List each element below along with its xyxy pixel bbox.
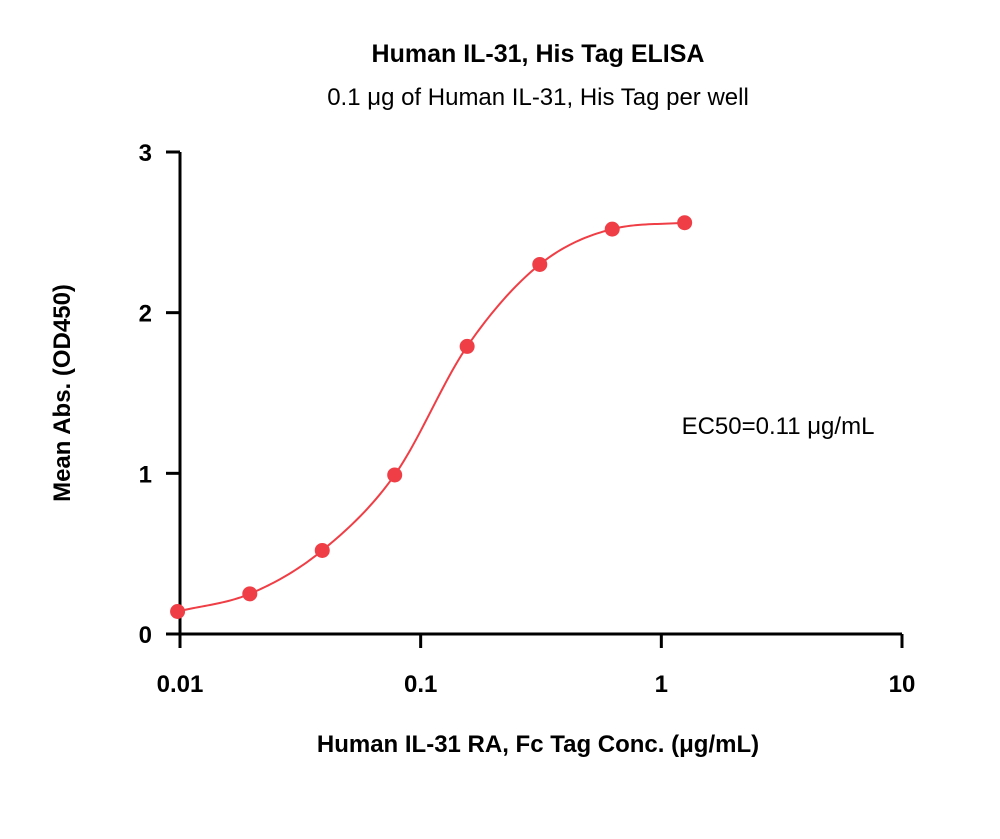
chart-subtitle: 0.1 μg of Human IL-31, His Tag per well — [327, 84, 749, 111]
y-axis-label: Mean Abs. (OD450) — [49, 284, 76, 502]
y-tick-label: 2 — [139, 301, 152, 328]
y-tick-label: 0 — [139, 622, 152, 649]
x-tick-label: 10 — [889, 671, 916, 698]
data-point — [387, 467, 403, 483]
x-tick-label: 0.01 — [157, 671, 204, 698]
y-tick-label: 1 — [139, 461, 152, 488]
x-tick-label: 0.1 — [404, 671, 437, 698]
data-point — [677, 215, 693, 231]
data-point — [242, 586, 258, 602]
y-tick-label: 3 — [139, 140, 152, 167]
data-point — [459, 338, 475, 354]
plot-area: 0 1 2 3 0.01 0.1 1 10 — [139, 140, 916, 698]
x-axis-label: Human IL-31 RA, Fc Tag Conc. (μg/mL) — [317, 731, 759, 758]
data-point — [170, 604, 186, 620]
ec50-annotation: EC50=0.11 μg/mL — [682, 413, 875, 440]
fit-curve — [177, 221, 685, 613]
chart-title: Human IL-31, His Tag ELISA — [372, 40, 705, 68]
data-point — [314, 542, 330, 558]
data-point — [604, 221, 620, 237]
data-point — [532, 256, 548, 272]
x-tick-label: 1 — [655, 671, 668, 698]
